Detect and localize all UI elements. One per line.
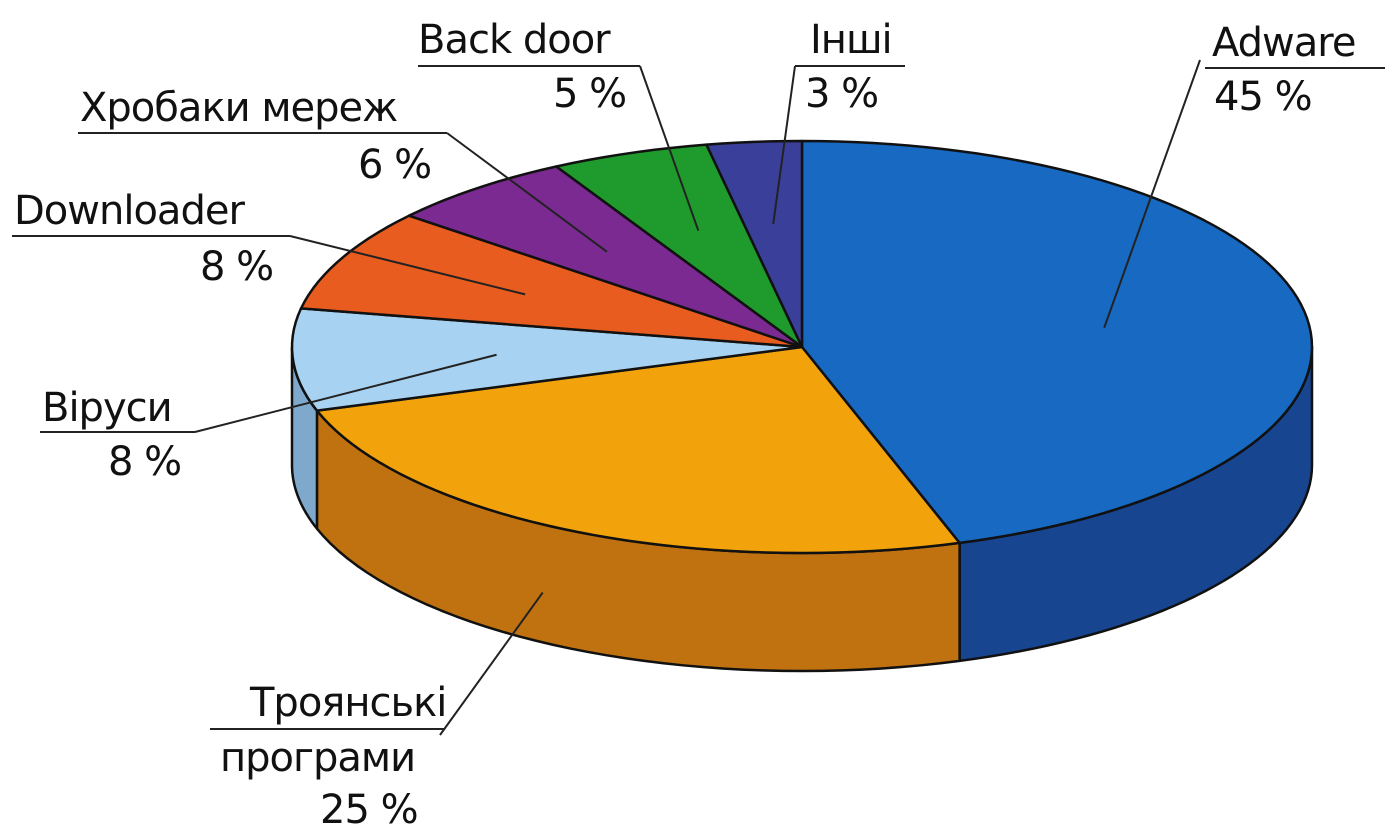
pie-slice-downloader — [299, 214, 804, 349]
leader-line-worms — [446, 132, 608, 253]
label-others-name: Інші — [810, 17, 892, 63]
pie-slices — [290, 139, 1314, 555]
label-backdoor: Back door 5 % — [418, 17, 640, 117]
pie-slice-backdoor — [555, 143, 804, 349]
label-trojans: Троянські програми 25 % — [210, 680, 447, 833]
label-viruses-value: 8 % — [108, 439, 181, 485]
label-adware-value: 45 % — [1214, 74, 1312, 120]
leader-line-downloader — [289, 235, 526, 296]
label-downloader: Downloader 8 % — [12, 188, 290, 290]
label-worms-value: 6 % — [358, 142, 431, 188]
leader-line-backdoor — [639, 65, 700, 232]
leader-line-trojans — [439, 591, 544, 736]
label-others-value: 3 % — [805, 71, 878, 117]
pie-slice-viruses — [290, 307, 804, 412]
label-trojans-value: 25 % — [320, 787, 418, 833]
label-adware: Adware 45 % — [1205, 20, 1385, 120]
label-worms: Хробаки мереж 6 % — [78, 85, 447, 188]
label-backdoor-name: Back door — [418, 17, 611, 63]
leader-lines — [194, 59, 1201, 736]
label-trojans-name-line1: Троянські — [249, 680, 446, 726]
leader-line-viruses — [194, 353, 497, 433]
label-backdoor-value: 5 % — [553, 71, 626, 117]
pie-slice-adware — [800, 139, 1314, 545]
label-downloader-name: Downloader — [14, 188, 245, 234]
label-adware-name: Adware — [1212, 20, 1355, 66]
pie-slice-worms — [407, 165, 804, 349]
leader-line-adware — [1103, 59, 1201, 328]
label-worms-name: Хробаки мереж — [80, 85, 397, 131]
label-viruses: Віруси 8 % — [40, 385, 195, 485]
leader-line-others — [772, 65, 796, 225]
label-trojans-name-line2: програми — [220, 735, 415, 781]
label-downloader-value: 8 % — [200, 244, 273, 290]
label-viruses-name: Віруси — [42, 385, 172, 431]
label-others: Інші 3 % — [795, 17, 905, 117]
pie-slice-trojans — [315, 345, 961, 555]
